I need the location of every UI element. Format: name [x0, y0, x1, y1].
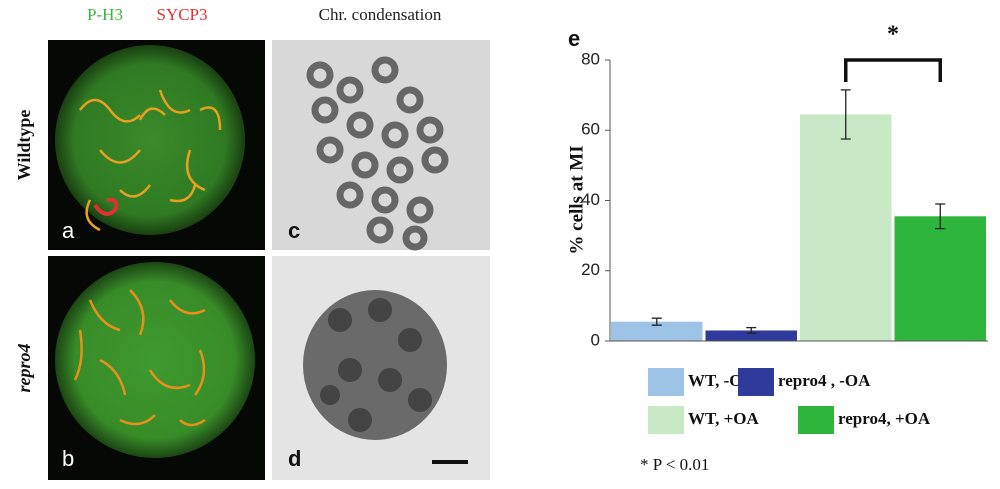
significance-label: * — [887, 22, 899, 48]
cell — [55, 45, 245, 235]
error-bar — [935, 203, 946, 230]
panel-letter: e — [568, 26, 580, 51]
panel-letter: d — [288, 446, 301, 471]
legend-label: repro4 , -OA — [778, 371, 871, 390]
error-bar — [651, 317, 662, 326]
legend-swatch — [798, 406, 834, 434]
chromosome — [93, 197, 119, 216]
y-tick-label: 60 — [581, 120, 600, 139]
y-tick-label: 40 — [581, 190, 600, 209]
footnote: * P < 0.01 — [640, 455, 709, 474]
legend-swatch — [648, 368, 684, 396]
bar — [611, 321, 703, 341]
chromosomes — [79, 89, 222, 232]
stain-red: SYCP3 — [156, 5, 207, 24]
y-tick-label: 20 — [581, 260, 600, 279]
y-axis-label: % cells at MI — [566, 145, 587, 254]
significance-bracket — [844, 58, 942, 82]
panel-letter: b — [62, 446, 74, 471]
cell — [55, 262, 255, 458]
legend-label: repro4, +OA — [838, 409, 931, 428]
panel-letter: a — [62, 218, 75, 243]
bivalents — [306, 56, 449, 251]
row-label: Wildtype — [14, 110, 34, 181]
condensation-title: Chr. condensation — [319, 5, 442, 24]
error-bar — [840, 89, 851, 140]
chromosomes — [73, 289, 206, 427]
legend-label: WT, +OA — [688, 409, 759, 428]
bar — [894, 216, 986, 341]
y-tick-label: 80 — [581, 49, 600, 68]
panel-letter: c — [288, 218, 300, 243]
legend-swatch — [648, 406, 684, 434]
error-bar — [746, 327, 757, 334]
row-label: repro4 — [14, 344, 34, 393]
bar — [705, 330, 797, 341]
legend-swatch — [738, 368, 774, 396]
bivalents — [320, 298, 432, 432]
bar — [800, 114, 892, 341]
y-tick-label: 0 — [591, 330, 600, 349]
stain-green: P-H3 — [87, 5, 123, 24]
